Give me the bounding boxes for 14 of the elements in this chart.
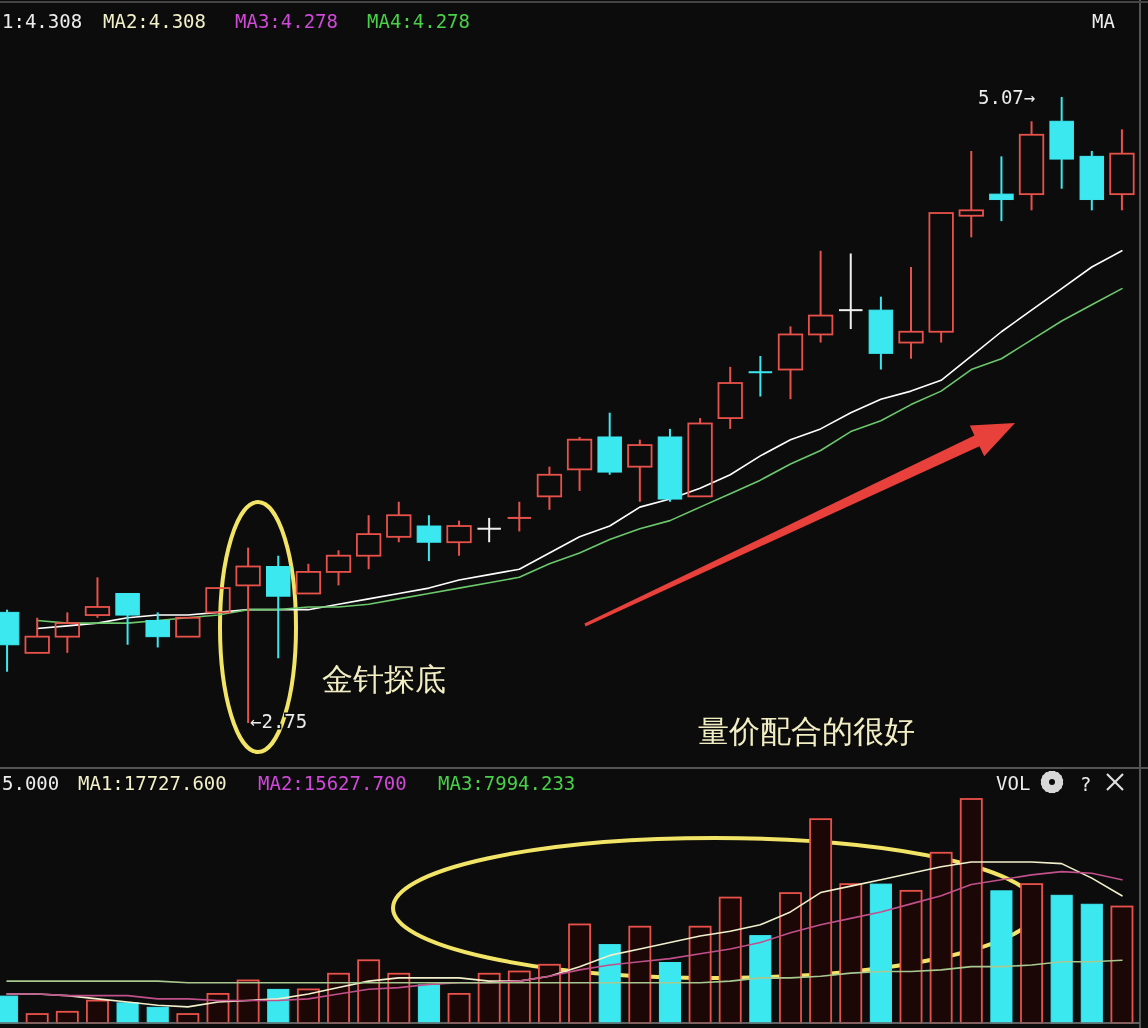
text: 5.000 (2, 772, 60, 794)
text: VOL (996, 772, 1031, 794)
annotation: 量价配合的很好 (698, 713, 915, 749)
text: MA2:4.308 (103, 10, 206, 32)
text: MA (1092, 10, 1116, 32)
text: MA4:4.278 (367, 10, 470, 32)
text: MA1:17727.600 (78, 772, 227, 794)
annotation: 金针探底 (322, 661, 446, 697)
text: MA2:15627.700 (258, 772, 407, 794)
text: ? (1080, 773, 1092, 795)
text: 1:4.308 (2, 10, 83, 32)
text: MA3:4.278 (235, 10, 338, 32)
text: MA3:7994.233 (438, 772, 576, 794)
annotation: 5.07→ (978, 86, 1036, 108)
